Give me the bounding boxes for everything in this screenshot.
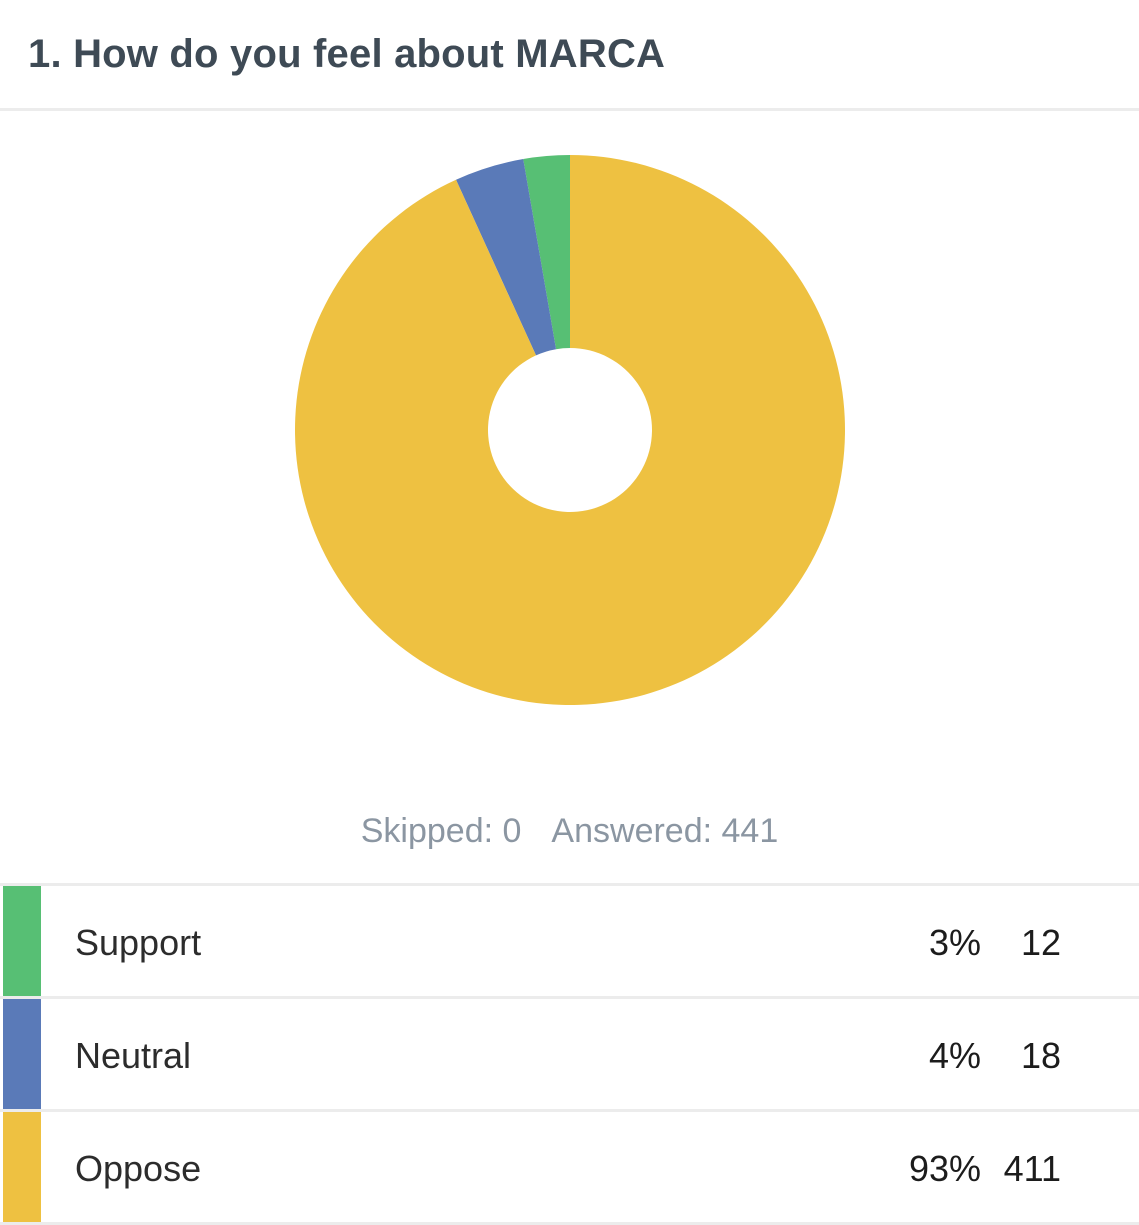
pie-slice-neutral [456, 159, 557, 356]
answered-count: Answered: 441 [551, 812, 779, 850]
pie-slice-support [523, 155, 570, 350]
pie-slice-oppose [295, 155, 845, 705]
table-top-border [0, 883, 1139, 886]
question-title: 1. How do you feel about MARCA [28, 32, 666, 76]
title-divider [0, 108, 1139, 111]
answer-row-support: Support 3% 12 [0, 886, 1139, 999]
row-percent: 3% [928, 922, 981, 963]
row-label: Support [75, 922, 202, 963]
row-count: 411 [1003, 1148, 1061, 1189]
legend-swatch-support [3, 886, 41, 996]
answer-row-neutral: Neutral 4% 18 [0, 999, 1139, 1112]
donut-chart [295, 155, 845, 705]
answer-row-oppose: Oppose 93% 411 [0, 1112, 1139, 1225]
legend-swatch-oppose [3, 1112, 41, 1222]
row-count: 18 [1020, 1035, 1061, 1076]
row-label: Oppose [75, 1148, 202, 1189]
row-count: 12 [1020, 922, 1061, 963]
legend-swatch-neutral [3, 999, 41, 1109]
row-percent: 93% [908, 1148, 981, 1189]
response-summary: Skipped: 0 Answered: 441 [0, 812, 1139, 851]
row-label: Neutral [75, 1035, 192, 1076]
skipped-count: Skipped: 0 [360, 812, 522, 850]
row-percent: 4% [928, 1035, 981, 1076]
